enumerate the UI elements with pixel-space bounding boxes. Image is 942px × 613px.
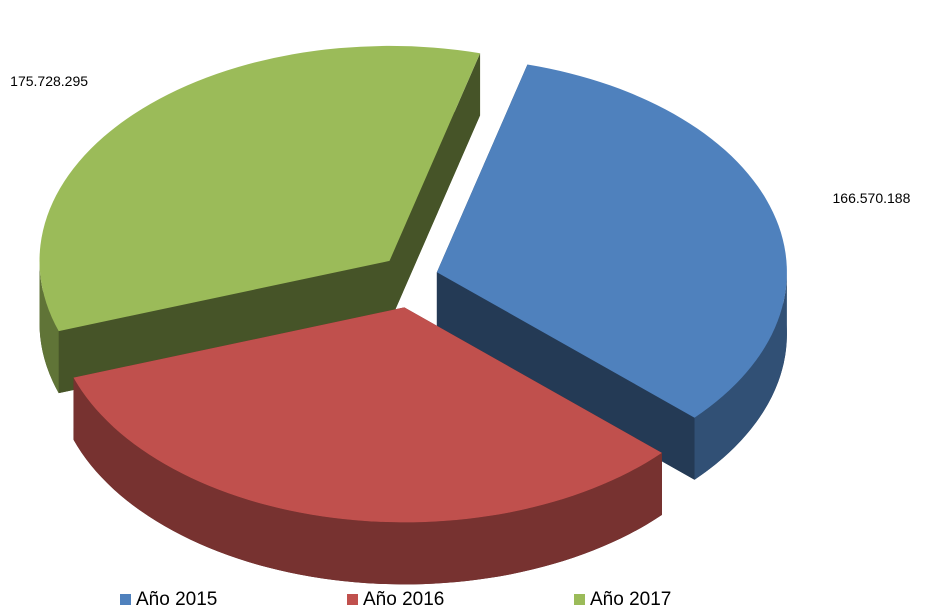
data-label: 166.570.188 [833, 190, 911, 206]
legend-marker [574, 594, 585, 605]
chart: 166.570.188167.621.913175.728.295Año 201… [0, 0, 942, 613]
legend-marker [347, 594, 358, 605]
slice [40, 46, 481, 331]
legend-label: Año 2017 [590, 589, 671, 610]
data-label: 175.728.295 [10, 73, 88, 89]
legend-label: Año 2016 [363, 589, 444, 610]
legend-label: Año 2015 [136, 589, 217, 610]
legend-marker [120, 594, 131, 605]
